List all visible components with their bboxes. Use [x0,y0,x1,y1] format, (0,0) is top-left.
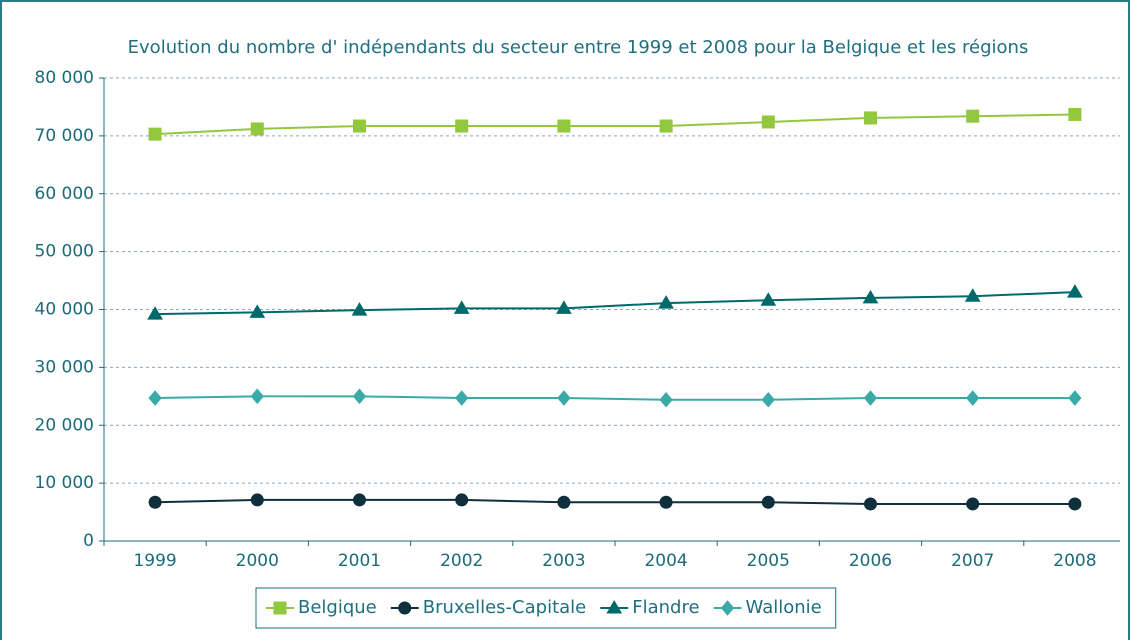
data-point [557,119,571,133]
y-tick-label: 10 000 [35,473,94,493]
legend-marker [720,600,735,616]
data-point [964,288,981,302]
series-line [155,113,1075,136]
x-tick-label: 2002 [440,551,483,571]
data-point [864,111,877,125]
series-line [155,498,1075,505]
data-point [556,300,572,314]
x-tick-label: 2007 [951,551,994,571]
data-point [658,295,674,309]
data-point [966,109,980,123]
x-tick-label: 2003 [542,551,585,571]
legend-label: Wallonie [746,597,822,618]
data-point [453,300,470,314]
legend-marker [273,601,287,615]
y-tick-label: 20 000 [35,415,94,435]
data-point [249,304,266,318]
data-point [761,115,775,129]
chart-title: Evolution du nombre d' indépendants du s… [128,37,1029,58]
legend-label: Belgique [298,597,377,618]
data-point [862,289,879,304]
data-point [455,493,469,507]
data-point [966,497,980,511]
data-point [1068,497,1082,511]
data-point [353,493,366,507]
legend-marker [398,601,412,615]
data-point [455,390,469,406]
data-point [659,392,673,408]
series-line [155,395,1075,401]
series-line [155,291,1075,316]
data-point [863,390,878,406]
data-point [250,493,264,507]
y-tick-label: 50 000 [35,242,94,262]
x-tick-label: 2001 [338,551,381,571]
x-tick-label: 2004 [644,551,687,571]
x-tick-label: 2006 [849,551,892,571]
y-tick-label: 0 [83,531,94,551]
y-tick-label: 60 000 [35,184,94,204]
data-point [148,127,162,141]
x-tick-label: 2008 [1053,551,1096,571]
data-point [148,390,162,406]
data-point [1067,284,1083,298]
x-tick-label: 1999 [133,551,176,571]
data-point [659,495,673,509]
legend: Belgique Bruxelles-Capitale Flandre Walloni… [255,587,837,629]
y-tick-label: 80 000 [35,68,94,88]
data-point [455,119,469,133]
x-tick-label: 2000 [236,551,279,571]
data-point [1068,107,1082,121]
legend-label: Flandre [632,597,699,618]
x-tick-label: 2005 [747,551,790,571]
y-tick-label: 40 000 [35,300,94,320]
data-point [557,495,571,509]
data-point [761,495,775,509]
y-tick-label: 30 000 [35,357,94,377]
legend-marker [606,600,623,614]
data-point [353,119,366,133]
y-tick-label: 70 000 [35,126,94,146]
data-point [250,122,264,136]
data-point [761,392,775,408]
data-point [250,388,264,405]
legend-label: Bruxelles-Capitale [423,597,586,618]
data-point [659,119,673,133]
data-point [864,497,877,511]
data-point [557,390,571,406]
data-point [351,302,368,316]
data-point [148,495,162,509]
data-point [352,388,367,405]
data-point [147,306,163,320]
data-point [966,390,980,406]
data-point [760,292,777,306]
data-point [1068,390,1082,406]
